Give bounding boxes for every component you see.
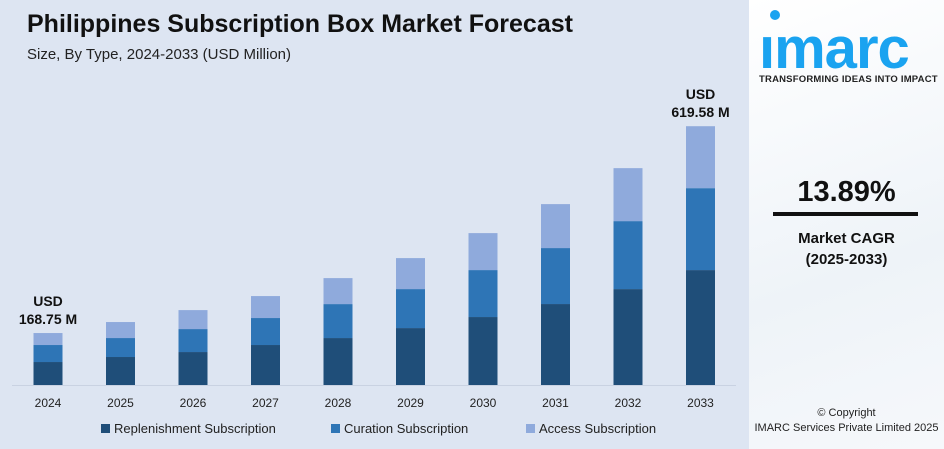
annotation-line2: 619.58 M (671, 104, 730, 121)
bar-2033-0 (686, 270, 715, 385)
bar-2027-1 (251, 318, 280, 346)
bar-2028-2 (323, 278, 353, 305)
bar-2033-2 (686, 126, 715, 189)
cagr-value: 13.89% (797, 176, 896, 208)
bar-2029-2 (396, 258, 425, 290)
bar-2029-1 (396, 289, 425, 329)
bar-2028-1 (323, 304, 353, 339)
copyright: © Copyright IMARC Services Private Limit… (749, 406, 944, 436)
bar-2030-2 (468, 233, 498, 271)
x-tick-label: 2027 (252, 396, 279, 410)
bar-2024-0 (33, 362, 63, 385)
bar-2024-2 (33, 333, 63, 346)
bar-2027-2 (251, 296, 280, 319)
x-tick-label: 2024 (35, 396, 62, 410)
legend-item-access: Access Subscription (526, 421, 656, 436)
legend-label: Curation Subscription (344, 421, 469, 436)
cagr-period: (2025-2033) (805, 251, 888, 268)
bar-2028-0 (323, 338, 353, 385)
legend-label: Replenishment Subscription (114, 421, 276, 436)
bar-2026-2 (178, 310, 208, 330)
bar-2032-0 (613, 289, 643, 385)
legend-item-replenishment: Replenishment Subscription (101, 421, 276, 436)
x-tick-label: 2025 (107, 396, 134, 410)
bar-2031-1 (541, 248, 570, 305)
annotation-2033: USD 619.58 M (656, 85, 746, 121)
company-name: IMARC Services Private Limited 2025 (754, 422, 939, 434)
legend-swatch (331, 424, 340, 433)
legend-swatch (526, 424, 535, 433)
side-panel: ımarc TRANSFORMING IDEAS INTO IMPACT 13.… (749, 0, 944, 449)
legend-item-curation: Curation Subscription (331, 421, 468, 436)
bar-2029-0 (396, 328, 425, 385)
svg-text:ımarc: ımarc (759, 16, 909, 76)
divider (773, 212, 918, 216)
x-tick-label: 2029 (397, 396, 424, 410)
bar-2024-1 (33, 345, 63, 363)
bar-2032-1 (613, 221, 643, 290)
bar-2027-0 (251, 345, 280, 385)
bar-2030-1 (468, 270, 498, 318)
cagr-label-block: Market CAGR (2025-2033) (749, 228, 944, 270)
bar-2031-2 (541, 204, 570, 249)
x-tick-label: 2030 (470, 396, 497, 410)
bar-chart: 2024 2025 2026 2027 2028 2029 2030 2031 2032 2033 (12, 126, 736, 410)
annotation-line2: 168.75 M (18, 311, 78, 328)
chart-subtitle: Size, By Type, 2024-2033 (USD Million) (27, 46, 292, 63)
bar-2025-2 (106, 322, 135, 339)
chart-title: Philippines Subscription Box Market Fore… (27, 10, 573, 38)
bar-2025-1 (106, 338, 135, 358)
bar-2031-0 (541, 304, 570, 385)
bar-2026-1 (178, 329, 208, 353)
bar-2026-0 (178, 352, 208, 385)
bar-2032-2 (613, 168, 643, 222)
annotation-line1: USD (33, 293, 63, 310)
x-tick-label: 2028 (325, 396, 352, 410)
x-tick-label: 2031 (542, 396, 569, 410)
tagline: TRANSFORMING IDEAS INTO IMPACT (759, 74, 938, 85)
bar-2025-0 (106, 357, 135, 385)
x-tick-label: 2033 (687, 396, 714, 410)
x-tick-label: 2026 (180, 396, 207, 410)
legend-label: Access Subscription (539, 421, 657, 436)
annotation-line1: USD (685, 86, 716, 103)
bar-2030-0 (468, 317, 498, 385)
cagr-label: Market CAGR (798, 230, 895, 247)
x-tick-label: 2032 (615, 396, 642, 410)
bar-2033-1 (686, 188, 715, 271)
imarc-logo: ımarc (759, 10, 910, 76)
annotation-2024: USD 168.75 M (3, 292, 93, 328)
legend-swatch (101, 424, 110, 433)
copyright-line: © Copyright (817, 407, 876, 419)
